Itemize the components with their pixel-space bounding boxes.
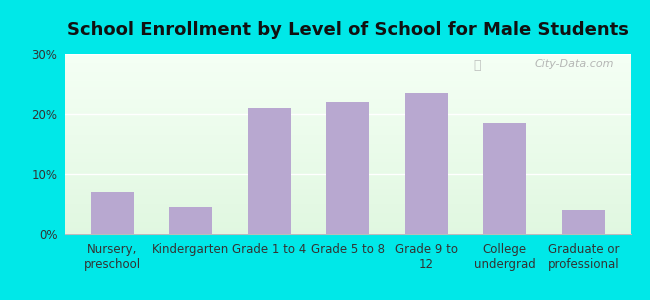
Bar <box>169 207 213 234</box>
Bar <box>65 126 630 129</box>
Bar <box>65 222 630 225</box>
Bar <box>65 90 630 93</box>
Bar <box>65 177 630 180</box>
Bar <box>65 99 630 102</box>
Bar <box>65 219 630 222</box>
Bar <box>562 210 605 234</box>
Bar <box>65 174 630 177</box>
Bar <box>65 93 630 96</box>
Bar <box>65 132 630 135</box>
Bar <box>65 201 630 204</box>
Bar <box>65 231 630 234</box>
Bar <box>65 189 630 192</box>
Bar <box>65 150 630 153</box>
Bar <box>65 138 630 141</box>
Bar <box>65 84 630 87</box>
Bar <box>65 207 630 210</box>
Bar <box>65 171 630 174</box>
Bar <box>65 213 630 216</box>
Bar <box>65 120 630 123</box>
Bar <box>65 144 630 147</box>
Text: School Enrollment by Level of School for Male Students: School Enrollment by Level of School for… <box>67 21 629 39</box>
Bar <box>326 102 369 234</box>
Text: City-Data.com: City-Data.com <box>534 59 614 69</box>
Bar <box>65 66 630 69</box>
Bar <box>65 204 630 207</box>
Bar <box>65 111 630 114</box>
Bar <box>483 123 526 234</box>
Bar <box>405 93 448 234</box>
Bar <box>65 183 630 186</box>
Bar <box>65 57 630 60</box>
Bar <box>65 180 630 183</box>
Bar <box>65 78 630 81</box>
Bar <box>65 105 630 108</box>
Bar <box>65 102 630 105</box>
Bar <box>65 129 630 132</box>
Bar <box>65 162 630 165</box>
Bar <box>65 63 630 66</box>
Bar <box>65 165 630 168</box>
Bar <box>65 54 630 57</box>
Bar <box>65 123 630 126</box>
Bar <box>65 225 630 228</box>
Bar <box>65 159 630 162</box>
Bar <box>65 195 630 198</box>
Bar <box>65 69 630 72</box>
Bar <box>65 192 630 195</box>
Bar <box>65 108 630 111</box>
Bar <box>65 87 630 90</box>
Bar <box>65 72 630 75</box>
Bar <box>65 168 630 171</box>
Bar <box>65 96 630 99</box>
Bar <box>248 108 291 234</box>
Bar <box>65 60 630 63</box>
Bar <box>65 114 630 117</box>
Text: Ⓢ: Ⓢ <box>473 59 480 72</box>
Bar <box>65 198 630 201</box>
Bar <box>65 81 630 84</box>
Bar <box>65 147 630 150</box>
Bar <box>65 216 630 219</box>
Bar <box>65 228 630 231</box>
Bar <box>65 135 630 138</box>
Bar <box>65 153 630 156</box>
Bar <box>65 117 630 120</box>
Bar <box>65 141 630 144</box>
Bar <box>90 192 134 234</box>
Bar <box>65 75 630 78</box>
Bar <box>65 156 630 159</box>
Bar <box>65 186 630 189</box>
Bar <box>65 210 630 213</box>
